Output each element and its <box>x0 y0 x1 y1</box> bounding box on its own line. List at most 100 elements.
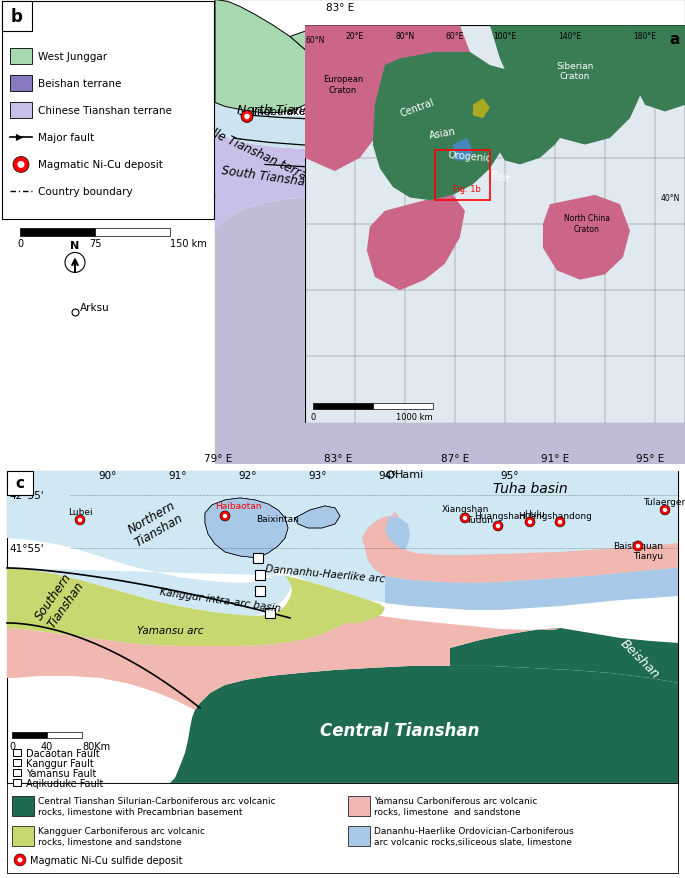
Polygon shape <box>367 196 465 291</box>
Bar <box>10 49 32 65</box>
Text: 60°N: 60°N <box>306 36 325 45</box>
Text: Poyi: Poyi <box>605 193 626 203</box>
Circle shape <box>575 145 581 150</box>
Text: 44° N: 44° N <box>184 98 213 108</box>
Text: 75: 75 <box>89 239 101 249</box>
Text: 92°: 92° <box>239 471 258 480</box>
Circle shape <box>630 147 635 152</box>
Text: North Tarim fault: North Tarim fault <box>382 162 458 172</box>
Bar <box>7 471 33 495</box>
Circle shape <box>626 143 638 155</box>
Polygon shape <box>215 198 685 465</box>
Text: Fig. 1b: Fig. 1b <box>453 184 481 194</box>
Circle shape <box>18 858 23 862</box>
Bar <box>12 796 34 816</box>
Circle shape <box>463 516 467 521</box>
Circle shape <box>18 162 25 169</box>
Circle shape <box>597 191 603 196</box>
Polygon shape <box>215 162 685 235</box>
Text: 83° E: 83° E <box>326 4 354 13</box>
Text: Dannanhu-Haerlike arc: Dannanhu-Haerlike arc <box>264 563 385 584</box>
Polygon shape <box>625 26 685 112</box>
Polygon shape <box>205 499 288 558</box>
Circle shape <box>619 191 631 203</box>
Circle shape <box>636 544 640 549</box>
Polygon shape <box>473 99 490 119</box>
Text: Beishan terrane: Beishan terrane <box>38 79 121 90</box>
Text: Major fault: Major fault <box>38 133 94 143</box>
Text: 40°N: 40°N <box>660 194 680 203</box>
Text: Country boundary: Country boundary <box>38 187 133 198</box>
Text: Dacaotan Fault: Dacaotan Fault <box>26 748 100 758</box>
Text: Tarim Craton: Tarim Craton <box>331 327 429 342</box>
Circle shape <box>78 518 82 522</box>
Text: Yamansu arc: Yamansu arc <box>137 625 203 635</box>
Text: 95° E: 95° E <box>636 454 664 464</box>
Text: 40: 40 <box>41 741 53 751</box>
Text: Kangguer Carboniferous arc volcanic
rocks, limestone and sandstone: Kangguer Carboniferous arc volcanic rock… <box>38 826 205 846</box>
Text: 0: 0 <box>17 239 23 249</box>
Text: 83° E: 83° E <box>324 454 352 464</box>
Polygon shape <box>7 666 678 783</box>
Circle shape <box>600 143 612 155</box>
Text: Tianyu: Tianyu <box>633 551 663 560</box>
Polygon shape <box>215 130 685 198</box>
Text: South Tianshan terrane: South Tianshan terrane <box>221 164 360 197</box>
Bar <box>373 403 433 410</box>
Bar <box>7 783 678 873</box>
Circle shape <box>528 520 532 524</box>
Text: Hami: Hami <box>395 470 424 479</box>
Bar <box>215 0 685 465</box>
Circle shape <box>447 145 453 150</box>
Text: 60°E: 60°E <box>446 32 464 40</box>
Text: N: N <box>71 241 79 251</box>
Text: 150 km: 150 km <box>170 239 207 249</box>
Text: Jingbulake: Jingbulake <box>252 107 306 118</box>
Polygon shape <box>295 507 340 529</box>
Text: Huangshan: Huangshan <box>475 511 525 521</box>
Polygon shape <box>7 613 560 710</box>
Text: Beishan: Beishan <box>618 636 662 680</box>
Circle shape <box>496 524 500 529</box>
Text: 42° N: 42° N <box>654 145 682 155</box>
Polygon shape <box>362 513 678 583</box>
Text: 95°: 95° <box>501 471 519 480</box>
Text: 41°55': 41°55' <box>9 543 44 553</box>
Text: 93°: 93° <box>309 471 327 480</box>
Circle shape <box>444 141 456 154</box>
Text: Lubei: Lubei <box>68 507 92 516</box>
Bar <box>530 113 682 203</box>
Bar <box>348 826 370 846</box>
Text: a: a <box>670 32 680 47</box>
Text: 80Km: 80Km <box>82 741 110 751</box>
Bar <box>10 104 32 119</box>
Text: 94°: 94° <box>379 471 397 480</box>
Text: Hami: Hami <box>549 123 576 133</box>
Circle shape <box>220 511 230 522</box>
Text: 79° E: 79° E <box>204 454 232 464</box>
Text: Yamansu Carboniferous arc volcanic
rocks, limestone  and sandstone: Yamansu Carboniferous arc volcanic rocks… <box>374 796 537 816</box>
Text: European
Craton: European Craton <box>323 76 363 95</box>
Circle shape <box>622 194 627 200</box>
Circle shape <box>650 143 662 155</box>
Text: 91° E: 91° E <box>541 454 569 464</box>
Bar <box>2 3 214 220</box>
Text: West
Junggar: West Junggar <box>336 47 384 75</box>
Text: Dananhu-Haerlike Ordovician-Carboniferous
arc volcanic rocks,siliceous slate, li: Dananhu-Haerlike Ordovician-Carboniferou… <box>374 826 574 846</box>
Circle shape <box>241 112 253 123</box>
Polygon shape <box>373 53 510 201</box>
Text: West Junggar: West Junggar <box>38 53 107 62</box>
Text: 1000 km: 1000 km <box>396 413 433 421</box>
Text: 91°: 91° <box>169 471 187 480</box>
Polygon shape <box>362 516 678 610</box>
Text: 90°: 90° <box>99 471 117 480</box>
Text: Orogenic: Orogenic <box>448 149 492 163</box>
Text: South Tianshan fault: South Tianshan fault <box>343 136 437 148</box>
Text: 140°E: 140°E <box>558 32 582 40</box>
Bar <box>7 471 678 783</box>
Polygon shape <box>490 26 645 146</box>
Text: Middle Tianshan terrane: Middle Tianshan terrane <box>187 116 323 189</box>
Circle shape <box>244 114 250 120</box>
Text: Central Tianshan: Central Tianshan <box>321 721 480 739</box>
Circle shape <box>653 147 659 152</box>
